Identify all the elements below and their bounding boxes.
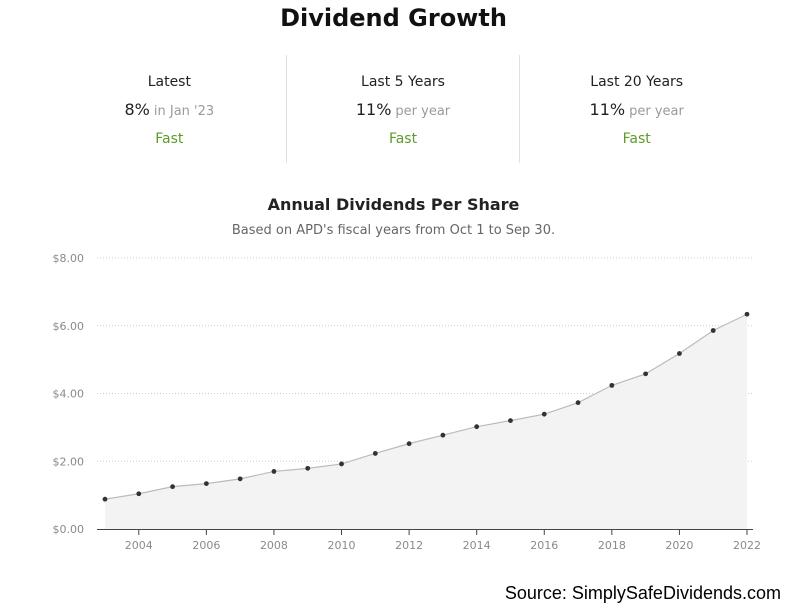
stat-speed: Fast	[622, 131, 651, 147]
data-point	[339, 461, 344, 467]
source-credit: Source: SimplySafeDividends.com	[504, 583, 781, 603]
chart-title: Annual Dividends Per Share	[267, 195, 520, 214]
y-tick-label: $6.00	[53, 320, 85, 333]
stat-label: Latest	[147, 74, 191, 90]
stat-value: 11%	[355, 100, 392, 119]
area-fill	[105, 314, 747, 529]
x-tick-label: 2014	[463, 539, 491, 552]
series-line	[104, 313, 748, 500]
x-tick-label: 2016	[530, 539, 558, 552]
data-point	[136, 491, 142, 497]
data-point	[271, 469, 277, 474]
y-tick-label: $4.00	[53, 388, 85, 401]
data-point	[102, 496, 108, 502]
dividend-stats: Latest 8% in Jan '23 Fast Last 5 Years 11…	[53, 55, 753, 163]
data-point	[643, 371, 649, 377]
data-point	[474, 424, 480, 430]
y-tick-label: $8.00	[53, 252, 85, 265]
page-title: Dividend Growth	[280, 4, 507, 32]
stat-subtext: per year	[629, 104, 684, 119]
data-point	[170, 484, 175, 490]
x-tick-label: 2010	[328, 539, 356, 552]
stat-last-5-years: Last 5 Years 11% per year Fast	[287, 55, 521, 163]
stat-subtext: in Jan '23	[153, 104, 215, 119]
data-point	[406, 441, 412, 447]
chart-subtitle: Based on APD's fiscal years from Oct 1 t…	[231, 223, 556, 238]
y-axis-labels: $0.00 $2.00 $4.00 $6.00 $8.00	[53, 252, 85, 536]
stat-label: Last 5 Years	[361, 74, 445, 90]
x-tick-label: 2022	[733, 539, 761, 552]
stat-speed: Fast	[155, 131, 184, 147]
x-tick-label: 2006	[192, 539, 220, 552]
y-tick-label: $2.00	[53, 455, 85, 468]
stat-label: Last 20 Years	[590, 74, 684, 90]
data-point	[710, 328, 716, 333]
data-point	[744, 311, 750, 317]
data-point	[203, 481, 209, 487]
data-point	[372, 451, 378, 456]
stat-value: 11%	[589, 100, 626, 119]
data-point	[237, 476, 243, 482]
data-points	[102, 311, 750, 502]
data-point	[677, 351, 682, 356]
x-tick-label: 2020	[665, 539, 693, 552]
area-layer	[104, 313, 748, 529]
x-axis	[97, 529, 753, 535]
x-tick-label: 2012	[395, 539, 423, 552]
data-point	[305, 465, 311, 471]
stat-value-row: 11% per year	[520, 100, 753, 119]
data-point	[508, 418, 513, 423]
stat-speed: Fast	[388, 131, 418, 147]
data-point	[440, 432, 446, 438]
data-point	[575, 400, 581, 406]
stat-subtext: per year	[395, 104, 451, 119]
stat-value-row: 11% per year	[287, 100, 520, 119]
stat-last-20-years: Last 20 Years 11% per year Fast	[520, 55, 753, 163]
x-axis-labels: 2004 2006 2008 2010 2012 2014 2016 2018 2020 2022	[125, 539, 761, 552]
x-tick-label: 2018	[598, 539, 626, 552]
data-point	[609, 382, 615, 388]
y-tick-label: $0.00	[53, 523, 85, 536]
x-tick-label: 2008	[260, 539, 288, 552]
stat-value: 8%	[124, 100, 150, 119]
stat-latest: Latest 8% in Jan '23 Fast	[53, 55, 287, 163]
stat-value-row: 8% in Jan '23	[53, 100, 286, 119]
data-point	[541, 411, 547, 417]
x-tick-label: 2004	[125, 539, 153, 552]
